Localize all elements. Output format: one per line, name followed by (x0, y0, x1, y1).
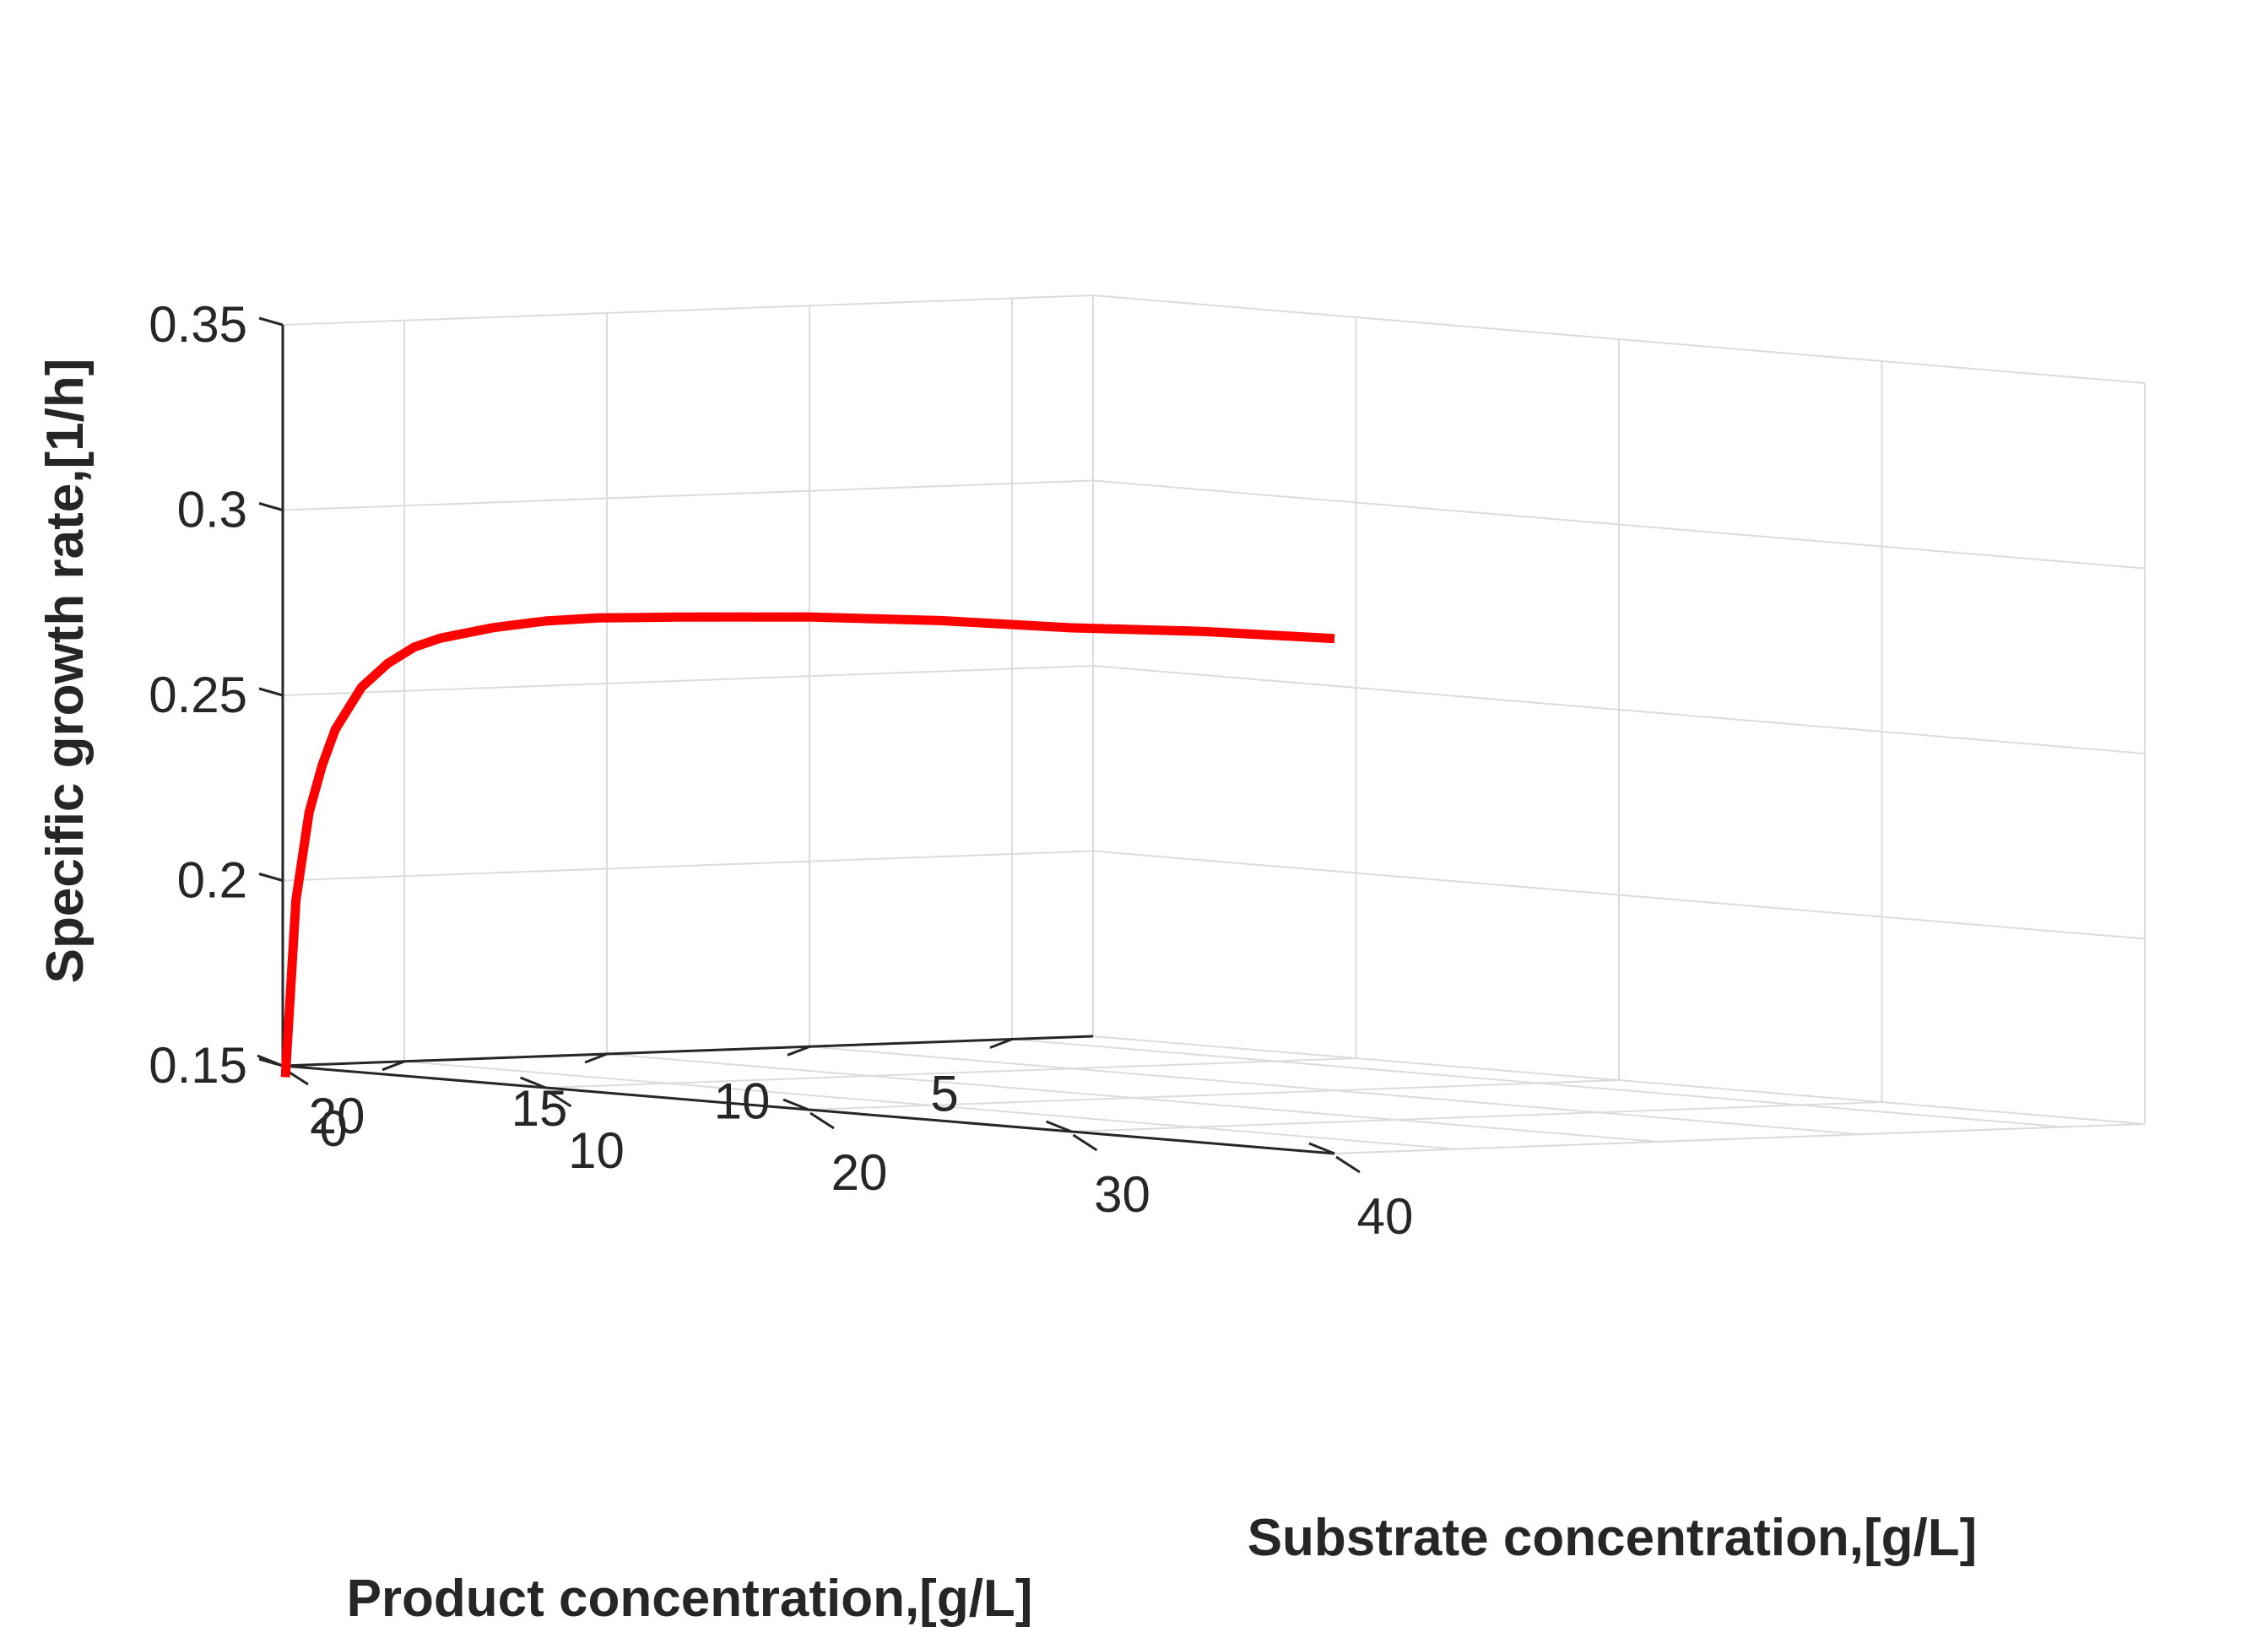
x-tick-inner (782, 1098, 809, 1111)
x-tick-inner (519, 1076, 547, 1089)
side-wall-grid-line (282, 665, 1094, 696)
y-tick (382, 1060, 405, 1072)
growth-rate-curve (280, 612, 1335, 1078)
back-wall-grid-line (1092, 1035, 2146, 1125)
back-wall-grid-line (1092, 850, 2146, 940)
z-tick-label: 0.2 (177, 852, 247, 909)
x-tick-label: 30 (1094, 1166, 1150, 1223)
series (280, 612, 1335, 1078)
y-tick-label: 5 (930, 1066, 958, 1122)
x-tick-label: 20 (831, 1144, 888, 1201)
z-tick (258, 873, 284, 882)
y-axis-line (282, 1035, 1094, 1067)
x-axis-title: Substrate concentration,[g/L] (1248, 1509, 1978, 1567)
x-tick-label: 10 (568, 1122, 625, 1179)
floor-grid-line (606, 1053, 1659, 1143)
floor-grid-line (545, 1057, 1356, 1089)
y-tick-label: 20 (309, 1088, 365, 1144)
z-tick (258, 502, 284, 511)
x-tick (546, 1089, 572, 1108)
x-tick-inner (257, 1054, 284, 1067)
floor-grid-line (808, 1079, 1620, 1111)
x-tick-inner (1045, 1120, 1073, 1133)
floor-grid-line (1011, 1038, 2065, 1128)
side-wall-grid-line (282, 295, 1094, 326)
x-tick-label: 40 (1357, 1188, 1414, 1245)
x-tick-label: 0 (319, 1100, 347, 1157)
floor-grid-line (1071, 1101, 1882, 1132)
y-tick (787, 1045, 810, 1057)
y-tick-label: 10 (714, 1073, 771, 1129)
floor-grid-line (403, 1060, 1457, 1150)
z-tick-label: 0.35 (149, 296, 247, 353)
grid-lines (282, 295, 2146, 1154)
tick-marks (257, 316, 1361, 1174)
z-tick-label: 0.3 (177, 482, 247, 538)
x-tick-inner (1308, 1142, 1335, 1155)
x-tick (809, 1111, 835, 1130)
y-tick-label: 15 (512, 1080, 568, 1137)
floor-grid-line (1334, 1123, 2146, 1154)
z-tick-label: 0.15 (149, 1037, 247, 1094)
z-tick (258, 687, 284, 697)
back-wall-grid-line (1092, 479, 2146, 570)
back-wall-grid-line (1092, 295, 2146, 384)
side-wall-grid-line (282, 850, 1094, 882)
y-tick (584, 1052, 608, 1064)
z-tick (258, 316, 284, 327)
floor-grid-line (809, 1046, 1862, 1136)
z-tick-label: 0.25 (149, 667, 247, 723)
y-tick (989, 1038, 1013, 1049)
side-wall-grid-line (282, 479, 1094, 511)
x-tick (1072, 1133, 1098, 1152)
z-axis-title: Specific growth rate,[1/h] (36, 359, 95, 984)
x-tick (1335, 1155, 1361, 1174)
back-wall-grid-line (1092, 665, 2146, 754)
y-axis-title: Product concentration,[g/L] (347, 1570, 1033, 1628)
